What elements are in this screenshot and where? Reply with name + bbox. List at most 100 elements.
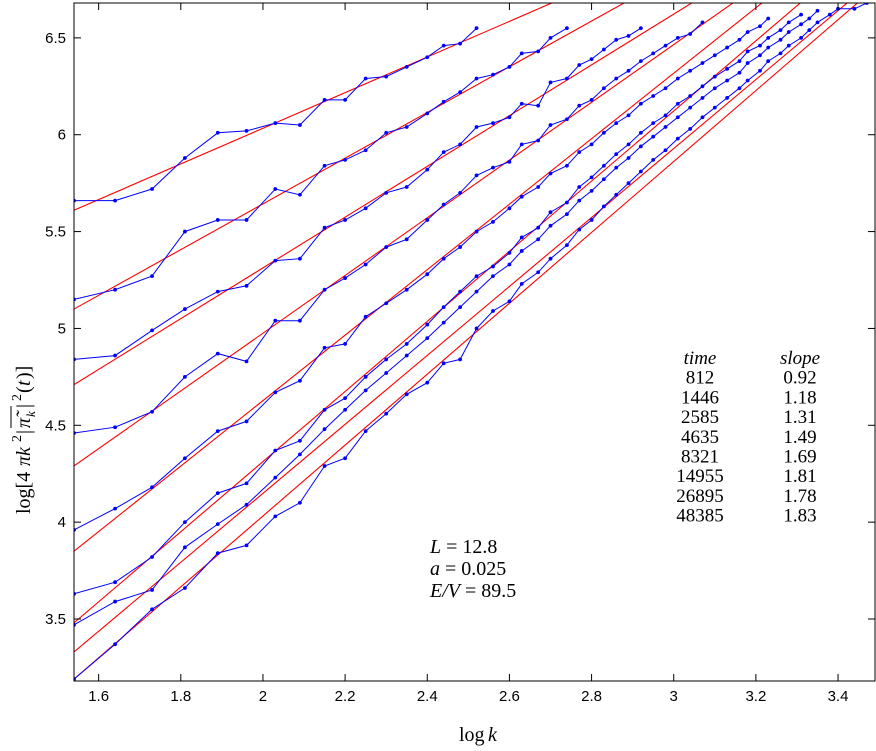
data-point	[343, 276, 348, 280]
data-point	[700, 96, 705, 100]
data-point	[343, 407, 348, 412]
data-point	[215, 289, 220, 294]
data-point	[589, 57, 594, 62]
data-point	[322, 287, 327, 292]
data-point	[150, 328, 154, 333]
data-point	[745, 61, 750, 65]
data-point	[113, 642, 117, 647]
data-point	[663, 148, 668, 153]
data-point	[384, 245, 389, 249]
data-point	[491, 121, 495, 126]
slope-value: 1.31	[783, 407, 816, 428]
data-point	[548, 256, 553, 261]
data-point	[548, 210, 553, 215]
data-point	[507, 206, 512, 211]
data-point	[778, 28, 783, 33]
data-point	[651, 94, 656, 98]
data-point	[688, 127, 693, 131]
data-point	[601, 204, 606, 209]
data-point	[458, 289, 463, 294]
data-point	[688, 105, 693, 110]
data-point	[458, 142, 463, 147]
data-point	[244, 502, 249, 507]
data-point	[601, 86, 606, 91]
data-point	[577, 227, 582, 232]
slope-value: 1.69	[783, 447, 816, 468]
data-point	[384, 371, 389, 375]
data-point	[322, 427, 327, 432]
data-point	[737, 86, 742, 91]
data-point	[458, 41, 463, 46]
y-tick-label: 5	[58, 320, 66, 337]
data-point	[363, 262, 368, 267]
data-point	[519, 194, 524, 199]
data-point	[244, 128, 249, 133]
data-point	[565, 117, 569, 122]
data-point	[458, 357, 463, 362]
data-point	[536, 49, 541, 54]
data-point	[298, 500, 302, 505]
data-point	[663, 43, 668, 48]
data-point	[766, 35, 771, 40]
data-point	[786, 43, 791, 48]
data-point	[651, 121, 656, 126]
data-point	[322, 97, 327, 102]
data-point	[519, 142, 524, 147]
x-axis-label: log k	[459, 724, 498, 746]
x-tick-label: 2.4	[417, 688, 438, 705]
data-point	[589, 218, 594, 222]
data-point	[827, 12, 832, 17]
data-point	[725, 96, 730, 100]
data-point	[273, 448, 278, 453]
data-point	[404, 185, 409, 189]
plot-frame	[73, 2, 876, 682]
data-point	[183, 545, 187, 550]
data-point	[183, 156, 187, 160]
data-point	[363, 429, 368, 434]
svg-text:|: |	[13, 404, 35, 408]
data-point	[244, 481, 249, 486]
data-point	[577, 185, 582, 189]
data-point	[215, 429, 220, 434]
data-point	[758, 53, 762, 58]
data-point	[626, 68, 631, 73]
data-point	[113, 198, 117, 203]
slope-value: 1.81	[783, 466, 816, 487]
data-point	[577, 103, 582, 108]
data-point	[725, 66, 730, 71]
y-tick-label: 3.5	[45, 611, 66, 628]
series-line-t8321	[74, 18, 769, 531]
data-point	[786, 20, 791, 25]
data-point	[651, 51, 656, 56]
data-point	[725, 78, 730, 83]
data-point	[766, 45, 771, 50]
data-point	[215, 218, 220, 222]
data-point	[638, 169, 643, 174]
data-point	[425, 218, 430, 222]
data-point	[298, 438, 302, 443]
svg-text:log[4: log[4	[13, 472, 35, 514]
data-point	[150, 607, 154, 612]
table-header-time: time	[684, 348, 717, 369]
data-point	[626, 142, 631, 147]
data-point	[425, 322, 430, 327]
data-point	[441, 43, 446, 48]
data-point	[614, 121, 619, 126]
data-point	[491, 219, 495, 224]
data-point	[614, 165, 619, 170]
fit-line-t812	[74, 3, 554, 211]
data-point	[688, 32, 693, 36]
data-point	[150, 588, 154, 592]
data-point	[273, 121, 278, 126]
data-point	[519, 281, 524, 286]
data-point	[491, 264, 495, 269]
data-point	[778, 51, 783, 56]
data-point	[700, 61, 705, 65]
data-point	[384, 301, 389, 306]
data-point	[404, 125, 409, 129]
data-point	[507, 159, 512, 164]
x-tick-label: 3.2	[745, 688, 766, 705]
data-point	[536, 237, 541, 242]
data-point	[363, 148, 368, 153]
time-value: 48385	[676, 506, 724, 527]
